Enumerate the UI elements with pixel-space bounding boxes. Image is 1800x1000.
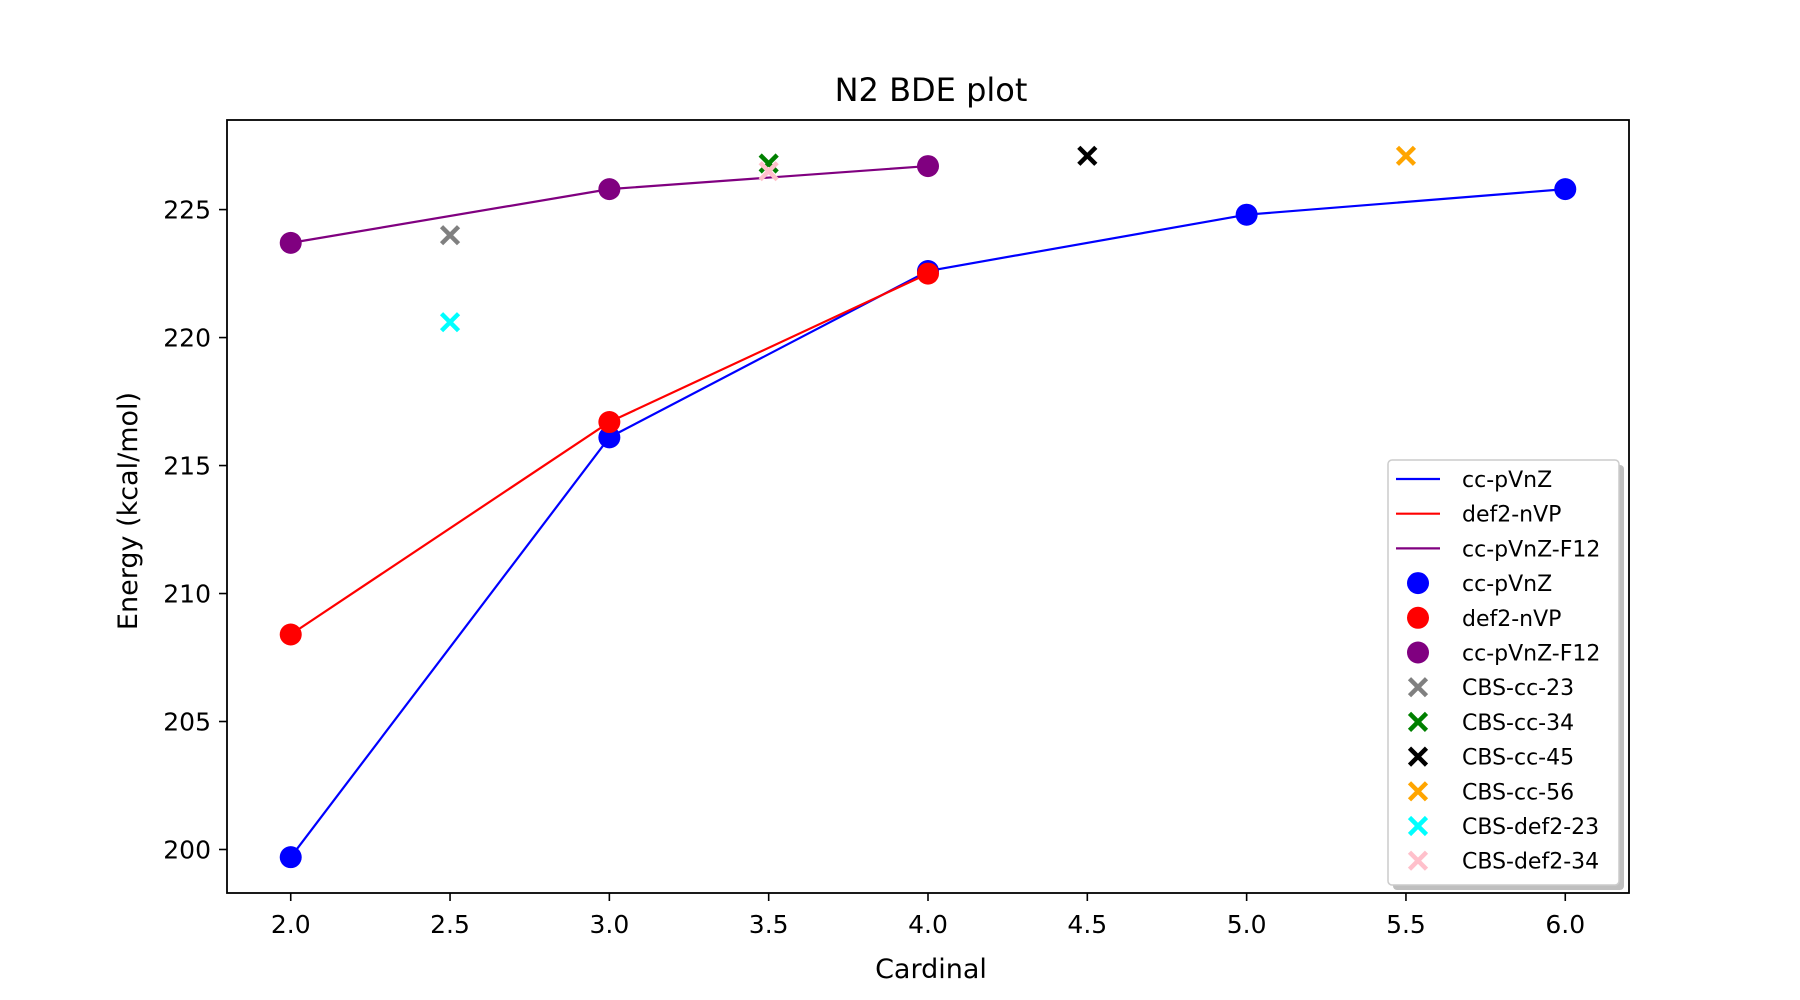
legend-label: cc-pVnZ-F12 — [1462, 537, 1600, 562]
marker-stroke — [1395, 145, 1417, 166]
legend-dot-swatch — [1407, 606, 1429, 629]
x-axis-label: Cardinal — [875, 954, 987, 985]
x-tick-label: 2.5 — [430, 910, 470, 939]
data-point-cc-pVnZ — [598, 426, 621, 449]
y-tick-label: 210 — [163, 580, 211, 609]
data-point-cc-pVnZ-F12 — [279, 231, 302, 254]
legend-x-swatch — [1407, 711, 1429, 732]
legend-label: CBS-def2-34 — [1462, 850, 1599, 875]
legend-dot-swatch — [1407, 641, 1429, 664]
marker-stroke — [758, 153, 779, 174]
legend: cc-pVnZ def2-nVP cc-pVnZ-F12 cc-pVnZ def2-nV… — [1387, 459, 1624, 890]
legend-x-swatch — [1407, 815, 1429, 837]
marker-stroke — [1077, 145, 1098, 166]
point-marker-CBS-cc-34 — [758, 153, 779, 174]
legend-x-swatch — [1407, 781, 1429, 802]
marker-stroke — [1407, 746, 1429, 767]
x-tick-label: 4.0 — [908, 910, 948, 939]
legend-label: CBS-def2-23 — [1462, 815, 1599, 840]
data-point-cc-pVnZ — [279, 846, 302, 869]
y-tick-label: 220 — [163, 324, 211, 353]
marker-stroke — [439, 225, 461, 246]
legend-label: CBS-cc-45 — [1462, 746, 1574, 771]
point-marker-CBS-cc-45 — [1077, 145, 1098, 166]
legend-label: CBS-cc-34 — [1462, 711, 1574, 736]
marker-stroke — [758, 161, 779, 182]
x-tick-label: 3.5 — [749, 910, 789, 939]
point-marker-CBS-def2-34 — [758, 161, 779, 182]
point-marker-CBS-cc-56 — [1395, 145, 1417, 166]
x-tick-label: 6.0 — [1545, 910, 1585, 939]
legend-label: CBS-cc-56 — [1462, 780, 1574, 805]
legend-x-swatch — [1407, 677, 1429, 698]
y-tick-label: 200 — [163, 835, 211, 864]
marker-stroke — [1407, 711, 1429, 732]
data-point-def2-nVP — [917, 262, 939, 285]
x-tick-label: 5.0 — [1227, 910, 1267, 939]
data-point-cc-pVnZ — [1235, 203, 1258, 226]
y-tick-label: 215 — [163, 452, 211, 481]
legend-x-swatch — [1407, 746, 1429, 767]
plot-area: 2.0 2.5 3.0 3.5 4.0 4.5 5.0 5.5 6.0 200 205 210 215 2… — [163, 119, 1630, 939]
y-axis-label: Energy (kcal/mol) — [113, 392, 144, 630]
x-tick-label: 3.0 — [589, 910, 629, 939]
marker-stroke — [1407, 781, 1429, 802]
data-point-def2-nVP — [279, 623, 302, 646]
y-tick-label: 205 — [163, 708, 211, 737]
legend-x-swatch — [1407, 850, 1429, 871]
legend-dot-swatch — [1407, 572, 1429, 595]
marker-stroke — [1407, 850, 1429, 871]
legend-box — [1387, 459, 1620, 886]
marker-stroke — [439, 312, 461, 333]
marker-stroke — [1407, 677, 1429, 698]
legend-label: def2-nVP — [1462, 503, 1561, 528]
data-point-cc-pVnZ — [1554, 178, 1577, 201]
x-tick-label: 4.5 — [1067, 910, 1107, 939]
data-point-def2-nVP — [598, 411, 621, 434]
point-marker-CBS-cc-23 — [439, 225, 461, 246]
data-point-cc-pVnZ-F12 — [598, 178, 621, 201]
point-marker-CBS-def2-23 — [439, 312, 461, 333]
legend-label: cc-pVnZ — [1462, 572, 1552, 597]
legend-label: cc-pVnZ — [1462, 468, 1552, 493]
data-point-cc-pVnZ-F12 — [917, 155, 939, 178]
legend-label: cc-pVnZ-F12 — [1462, 642, 1600, 667]
legend-label: CBS-cc-23 — [1462, 676, 1574, 701]
marker-stroke — [1407, 815, 1429, 837]
x-tick-label: 5.5 — [1386, 910, 1426, 939]
chart-title: N2 BDE plot — [835, 71, 1028, 109]
legend-label: def2-nVP — [1462, 607, 1561, 632]
y-tick-label: 225 — [163, 196, 211, 225]
x-tick-label: 2.0 — [271, 910, 311, 939]
